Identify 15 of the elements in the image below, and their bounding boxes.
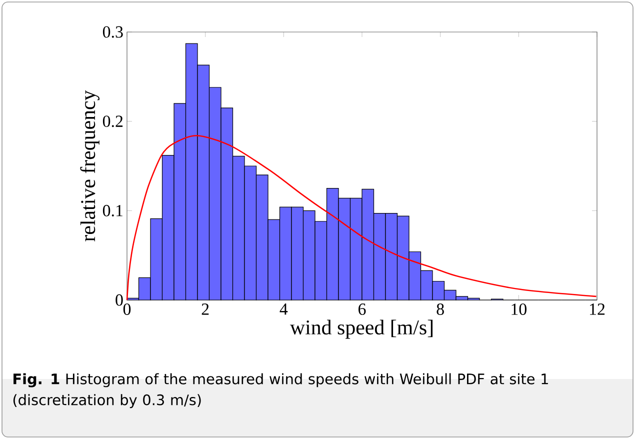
y-tick-label: 0.2: [102, 116, 123, 128]
y-axis-title: relative frequency: [80, 90, 100, 242]
x-axis-title: wind speed [m/s]: [290, 320, 433, 339]
y-tick-label: 0.1: [102, 204, 122, 216]
text: Fig. 1 Histogram of the measured wind speeds with Weibull PDF at site 1 (discretization by 0.3 m/s): [13, 373, 548, 408]
x-tick-label: 0: [123, 304, 131, 315]
y-tick-label: 0: [116, 294, 123, 306]
x-tick-label: 8: [436, 304, 444, 315]
x-tick-label: 6: [358, 304, 366, 315]
x-tick-label: 4: [280, 304, 288, 315]
line-series: [126, 134, 597, 301]
x-tick-label: 10: [512, 304, 526, 315]
x-tick-label: 12: [590, 304, 605, 315]
x-tick-label: 2: [202, 304, 209, 315]
y-tick-label: 0.3: [102, 26, 123, 38]
